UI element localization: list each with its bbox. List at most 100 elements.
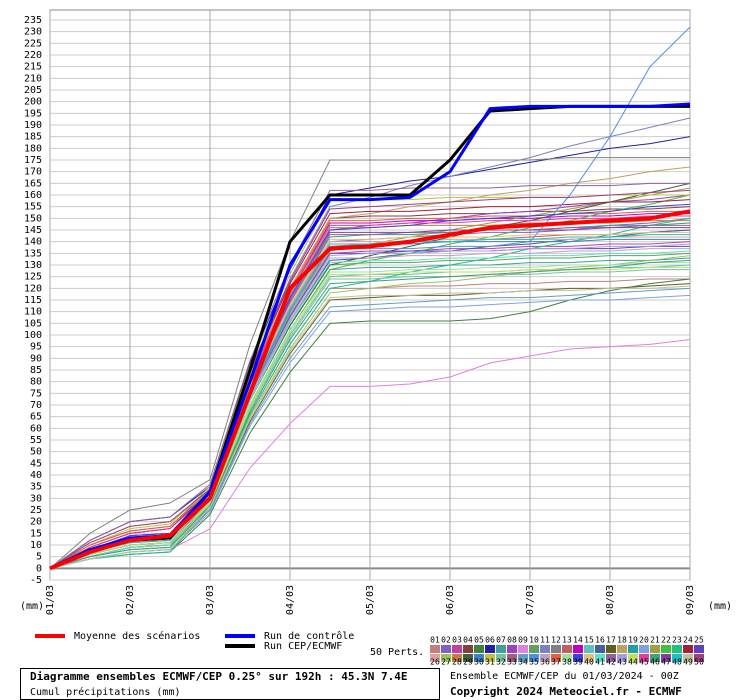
legend-swatch xyxy=(441,645,451,653)
y-tick-label: 25 xyxy=(30,505,42,516)
legend-swatch xyxy=(694,645,704,653)
legend-swatch xyxy=(639,645,649,653)
x-tick-label: 05/03 xyxy=(365,585,376,615)
legend-swatch xyxy=(617,654,627,662)
series-line xyxy=(49,215,690,569)
legend-label: 46 xyxy=(650,658,660,667)
y-tick-label: 230 xyxy=(24,27,42,38)
legend-swatch xyxy=(540,645,550,653)
y-tick-label: 235 xyxy=(24,15,42,26)
legend-label: 09 xyxy=(518,636,528,645)
legend-label: 04 xyxy=(463,636,473,645)
legend-title: 50 Perts. xyxy=(370,647,424,658)
legend-swatch xyxy=(529,654,539,662)
legend-label: Moyenne des scénarios xyxy=(74,630,200,642)
legend-swatch xyxy=(540,654,550,662)
y-tick-label: 165 xyxy=(24,178,42,189)
legend-label: 08 xyxy=(507,636,517,645)
y-tick-label: 175 xyxy=(24,155,42,166)
legend-label: 35 xyxy=(529,658,539,667)
legend-label: 36 xyxy=(540,658,550,667)
legend-label: 24 xyxy=(683,636,693,645)
y-tick-label: 40 xyxy=(30,470,42,481)
legend-swatch xyxy=(694,654,704,662)
legend-swatch xyxy=(628,654,638,662)
legend-label: 48 xyxy=(672,658,682,667)
y-tick-label: 30 xyxy=(30,493,42,504)
legend-swatch xyxy=(661,654,671,662)
legend-label: 21 xyxy=(650,636,660,645)
legend-label: 20 xyxy=(639,636,649,645)
y-tick-label: 130 xyxy=(24,260,42,271)
y-unit-right: (mm) xyxy=(708,601,732,612)
legend-label: 25 xyxy=(694,636,704,645)
legend-label: 40 xyxy=(584,658,594,667)
legend-swatch xyxy=(683,645,693,653)
series-line xyxy=(49,234,690,569)
legend-swatch xyxy=(573,654,583,662)
x-tick-label: 03/03 xyxy=(205,585,216,615)
legend-swatch xyxy=(507,645,517,653)
x-tick-label: 04/03 xyxy=(285,585,296,615)
legend-swatch xyxy=(672,654,682,662)
legend-swatch xyxy=(562,645,572,653)
y-tick-label: 60 xyxy=(30,423,42,434)
y-tick-label: 10 xyxy=(30,540,42,551)
legend-swatch xyxy=(474,654,484,662)
legend-swatch xyxy=(628,645,638,653)
y-tick-label: 90 xyxy=(30,353,42,364)
x-tick-label: 01/03 xyxy=(45,585,56,615)
legend-label: 44 xyxy=(628,658,638,667)
series-line xyxy=(49,189,691,569)
legend-label: 45 xyxy=(639,658,649,667)
run-info: Ensemble ECMWF/CEP du 01/03/2024 - 00Z xyxy=(450,671,679,682)
legend-swatch xyxy=(584,654,594,662)
y-tick-label: 110 xyxy=(24,307,42,318)
y-tick-label: 210 xyxy=(24,73,42,84)
x-tick-label: 07/03 xyxy=(525,585,536,615)
copyright: Copyright 2024 Meteociel.fr - ECMWF xyxy=(450,685,682,698)
y-tick-label: 185 xyxy=(24,132,42,143)
y-tick-label: -5 xyxy=(30,575,42,586)
legend-swatch xyxy=(441,654,451,662)
y-tick-label: 0 xyxy=(36,563,42,574)
y-tick-label: 205 xyxy=(24,85,42,96)
y-tick-label: 140 xyxy=(24,237,42,248)
legend-label: 12 xyxy=(551,636,561,645)
legend-label: 34 xyxy=(518,658,528,667)
series-line xyxy=(49,259,691,569)
legend-swatch xyxy=(573,645,583,653)
legend-label: 16 xyxy=(595,636,605,645)
y-tick-label: 155 xyxy=(24,202,42,213)
x-tick-label: 08/03 xyxy=(605,585,616,615)
legend-swatch xyxy=(452,654,462,662)
legend-swatch xyxy=(606,645,616,653)
legend-swatch xyxy=(463,654,473,662)
legend-label: 31 xyxy=(485,658,495,667)
legend-label: 32 xyxy=(496,658,506,667)
y-tick-label: 195 xyxy=(24,108,42,119)
legend-swatch xyxy=(617,645,627,653)
y-tick-label: 85 xyxy=(30,365,42,376)
y-tick-label: 160 xyxy=(24,190,42,201)
legend-label: 29 xyxy=(463,658,473,667)
x-tick-label: 09/03 xyxy=(685,585,696,615)
series-line xyxy=(49,266,690,569)
legend-label: 07 xyxy=(496,636,506,645)
chart-subtitle: Cumul précipitations (mm) xyxy=(30,686,181,698)
legend-label: Run de contrôle xyxy=(264,630,354,642)
legend-label: 01 xyxy=(430,636,440,645)
legend-swatch xyxy=(650,654,660,662)
legend-swatch xyxy=(485,654,495,662)
y-tick-label: 65 xyxy=(30,412,42,423)
legend-label: 14 xyxy=(573,636,583,645)
y-tick-label: 215 xyxy=(24,62,42,73)
legend-swatch xyxy=(562,654,572,662)
series-line xyxy=(49,210,690,569)
legend-swatch xyxy=(485,645,495,653)
series-line xyxy=(49,182,690,569)
legend-swatch xyxy=(430,645,440,653)
legend-swatch xyxy=(606,654,616,662)
y-tick-label: 225 xyxy=(24,38,42,49)
